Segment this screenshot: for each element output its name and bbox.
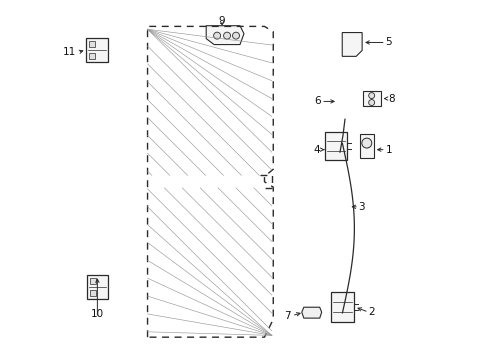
Bar <box>89 41 96 47</box>
Text: 9: 9 <box>219 16 225 26</box>
Circle shape <box>223 32 231 39</box>
Text: 5: 5 <box>386 37 392 48</box>
Bar <box>325 132 346 160</box>
Circle shape <box>362 138 372 148</box>
Bar <box>86 38 108 62</box>
Circle shape <box>214 32 220 39</box>
Text: 11: 11 <box>63 48 76 58</box>
Bar <box>331 292 354 322</box>
Text: 3: 3 <box>359 202 365 212</box>
Bar <box>87 275 108 299</box>
Text: 10: 10 <box>91 309 104 319</box>
Text: 7: 7 <box>285 311 291 321</box>
Text: 6: 6 <box>314 96 320 107</box>
Circle shape <box>233 32 240 39</box>
Text: 8: 8 <box>388 94 394 104</box>
Text: 4: 4 <box>313 145 320 155</box>
Bar <box>90 278 96 284</box>
Circle shape <box>368 93 375 99</box>
Bar <box>363 91 381 107</box>
Text: 1: 1 <box>386 145 392 155</box>
Text: 2: 2 <box>368 307 375 317</box>
Bar <box>360 134 374 158</box>
Circle shape <box>368 100 375 105</box>
Bar <box>90 290 96 296</box>
Bar <box>89 53 96 59</box>
Polygon shape <box>302 307 322 318</box>
Polygon shape <box>342 32 362 57</box>
Polygon shape <box>206 26 244 45</box>
